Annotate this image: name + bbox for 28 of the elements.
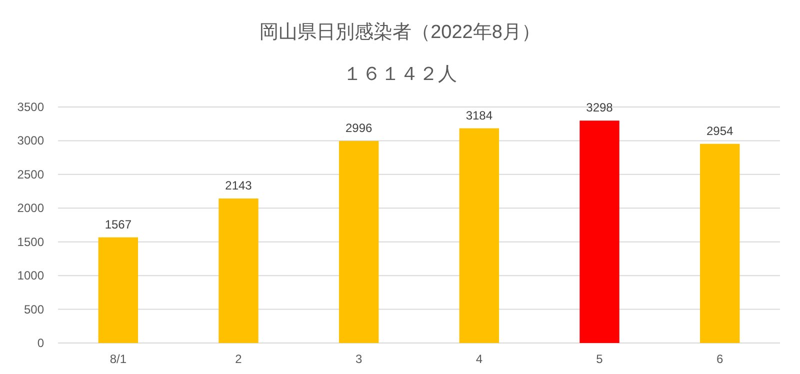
data-label: 2996	[345, 120, 373, 135]
x-tick-label: 2	[235, 352, 242, 366]
chart-title: 岡山県日別感染者（2022年8月）	[260, 21, 540, 43]
bar	[700, 144, 740, 343]
y-tick-label: 3500	[17, 100, 44, 114]
y-tick-label: 0	[37, 336, 44, 350]
bar	[218, 198, 258, 343]
x-tick-label: 8/1	[110, 352, 127, 366]
data-label: 2143	[225, 178, 252, 192]
data-label: 1567	[104, 217, 132, 232]
x-tick-label: 6	[716, 352, 724, 366]
chart-subtitle: １６１４２人	[343, 64, 457, 85]
y-tick-label: 2500	[17, 167, 44, 182]
y-tick-label: 2000	[17, 201, 44, 216]
y-tick-label: 1500	[17, 234, 44, 249]
x-tick-label: 5	[596, 352, 604, 366]
x-tick-label: 3	[355, 352, 362, 366]
bar	[580, 120, 620, 343]
y-tick-label: 500	[24, 302, 44, 316]
data-label: 3298	[586, 100, 614, 115]
data-label: 3184	[466, 108, 493, 122]
bar	[459, 128, 500, 343]
bar	[98, 237, 138, 343]
y-tick-label: 1000	[17, 268, 44, 283]
y-tick-label: 3000	[17, 134, 44, 148]
x-tick-label: 4	[476, 352, 483, 366]
bar	[338, 140, 379, 343]
data-label: 2954	[706, 124, 734, 138]
